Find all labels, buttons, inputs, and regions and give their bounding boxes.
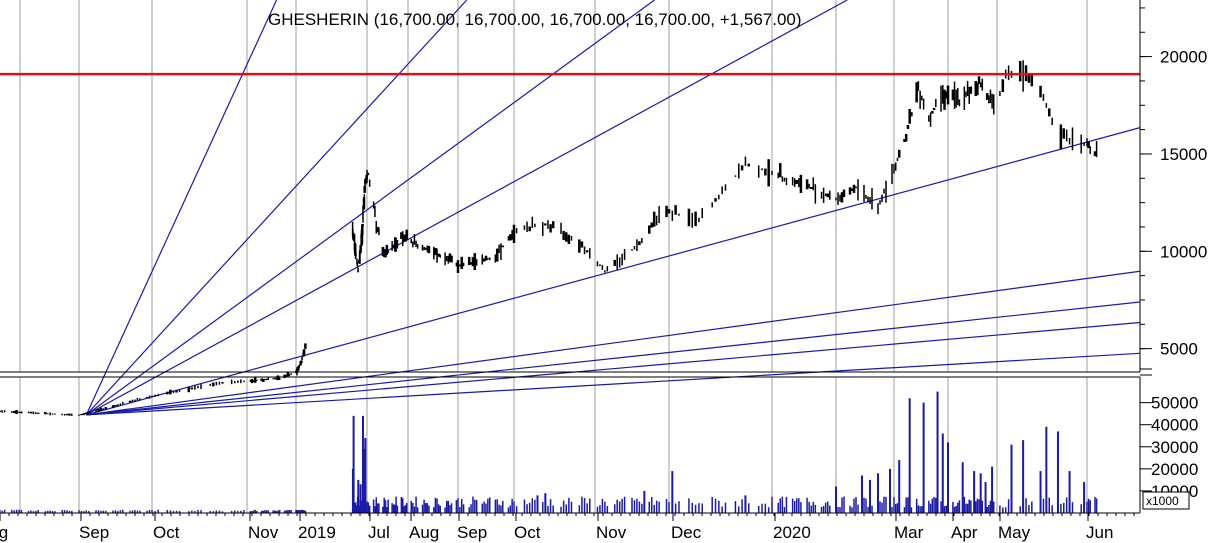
x-tick-label: Apr <box>951 523 978 542</box>
grid-lines <box>19 0 1088 513</box>
fan-line <box>85 0 278 416</box>
volume-scale-box-frame <box>1142 491 1190 510</box>
x-tick-label: Sep <box>79 523 109 542</box>
gann-fan <box>85 0 1141 416</box>
volume-scale-box: x1000 <box>1142 491 1190 510</box>
volume-bars <box>0 391 1098 513</box>
price-tick-label: 15000 <box>1160 145 1207 164</box>
x-tick-label: Oct <box>153 523 180 542</box>
x-tick-label: Nov <box>248 523 279 542</box>
axes <box>0 0 1152 514</box>
x-tick-label: Aug <box>409 523 439 542</box>
fan-line <box>86 0 848 416</box>
price-tick-label: 5000 <box>1160 340 1198 359</box>
x-tick-label: Dec <box>671 523 702 542</box>
fan-line <box>85 0 468 416</box>
volume-scale-label: x1000 <box>1146 494 1179 508</box>
chart-title: GHESHERIN (16,700.00, 16,700.00, 16,700.… <box>268 10 802 29</box>
fan-line <box>85 0 655 416</box>
price-y-ticks: 5000 10000 15000 20000 <box>1140 7 1207 359</box>
x-tick-label: Oct <box>514 523 541 542</box>
x-tick-label: Sep <box>457 523 487 542</box>
x-axis-ticks: Aug Sep Oct Nov 2019 Jul Aug Sep Oct Nov Dec 2020 Ma… <box>0 513 1135 542</box>
fan-line <box>86 301 1141 416</box>
x-tick-label: Jun <box>1086 523 1113 542</box>
x-tick-label: Mar <box>894 523 924 542</box>
price-tick-label: 20000 <box>1160 48 1207 67</box>
fan-line <box>86 321 1141 416</box>
x-tick-label: Jul <box>368 523 390 542</box>
fan-line <box>86 270 1141 416</box>
x-tick-label: May <box>998 523 1031 542</box>
x-tick-label: Nov <box>596 523 627 542</box>
x-tick-label: 2019 <box>298 523 336 542</box>
x-tick-label: Aug <box>0 523 8 542</box>
volume-tick-label: 40000 <box>1151 416 1198 435</box>
fan-line <box>86 127 1141 416</box>
volume-tick-label: 50000 <box>1151 394 1198 413</box>
x-tick-label: 2020 <box>773 523 811 542</box>
volume-tick-label: 30000 <box>1151 438 1198 457</box>
volume-tick-label: 20000 <box>1151 460 1198 479</box>
fan-line <box>86 352 1141 416</box>
price-tick-label: 10000 <box>1160 242 1207 261</box>
